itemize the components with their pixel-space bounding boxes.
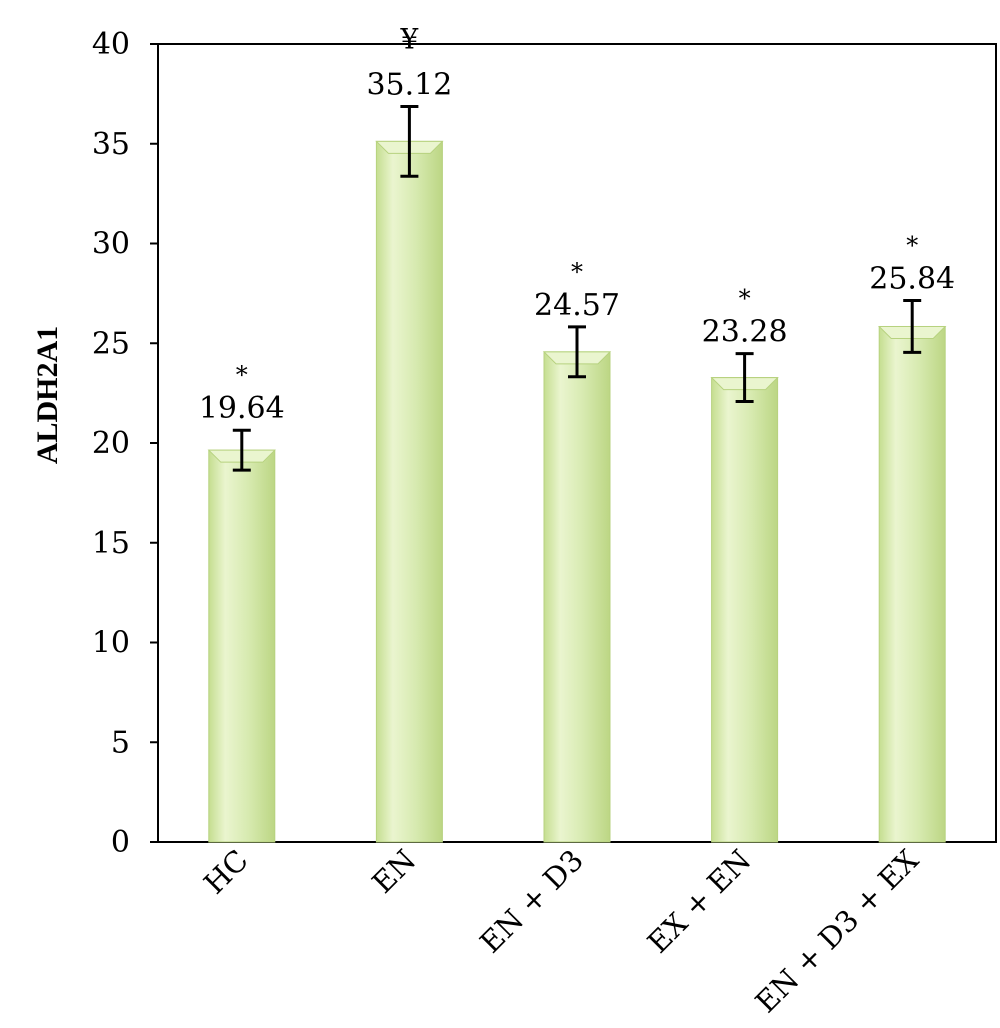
- data-label: 19.64: [199, 391, 285, 426]
- y-tick-label: 40: [92, 27, 130, 62]
- data-label: 25.84: [869, 262, 955, 297]
- bar: [711, 377, 779, 843]
- plot-area: 051015202530354019.64*HC35.12¥EN24.57*EN…: [92, 22, 997, 1020]
- significance-marker: ¥: [399, 22, 418, 55]
- data-label: 24.57: [534, 288, 620, 323]
- x-tick-label: EX + EN: [641, 843, 758, 960]
- x-tick-label: EN + D3: [473, 843, 590, 960]
- y-tick-label: 15: [92, 526, 130, 561]
- y-axis-label: ALDH2A1: [31, 326, 64, 464]
- significance-marker: *: [571, 258, 583, 286]
- y-tick-label: 30: [92, 227, 130, 262]
- y-tick-label: 20: [92, 426, 130, 461]
- x-tick-label: EN + D3 + EX: [749, 843, 926, 1020]
- x-tick-label: EN: [365, 843, 422, 900]
- bar: [878, 325, 946, 843]
- y-tick-label: 0: [111, 825, 130, 860]
- data-label: 23.28: [702, 315, 788, 350]
- bar: [543, 351, 611, 843]
- bar: [208, 449, 276, 843]
- data-label: 35.12: [366, 67, 452, 102]
- y-tick-label: 5: [111, 725, 130, 760]
- y-tick-label: 35: [92, 127, 130, 162]
- bar: [375, 140, 443, 843]
- significance-marker: *: [906, 232, 918, 260]
- x-tick-label: HC: [197, 843, 255, 901]
- significance-marker: *: [739, 285, 751, 313]
- y-tick-label: 25: [92, 326, 130, 361]
- y-tick-label: 10: [92, 626, 130, 661]
- significance-marker: *: [236, 361, 248, 389]
